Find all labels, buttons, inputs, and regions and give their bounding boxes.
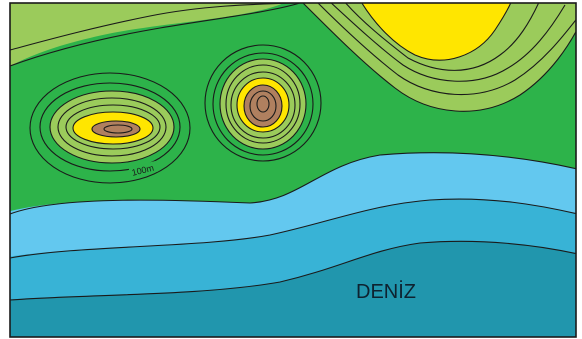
contour-line [344,3,540,71]
sea-label: DENİZ [356,280,416,303]
coastline [10,152,576,215]
depth-contour [10,198,576,259]
land-upland-northwest [10,3,284,66]
depth-contour [10,240,576,301]
contour-line [330,3,566,82]
contour-line [10,3,301,67]
contour-line [302,3,576,112]
contour-line [10,3,301,51]
hill-west [29,72,191,184]
sea-deep [10,241,576,337]
map-frame [9,2,577,338]
contour-line [361,3,512,61]
hill-central [204,44,322,162]
contour-line [317,3,576,96]
land-highland-northeast [361,3,511,61]
